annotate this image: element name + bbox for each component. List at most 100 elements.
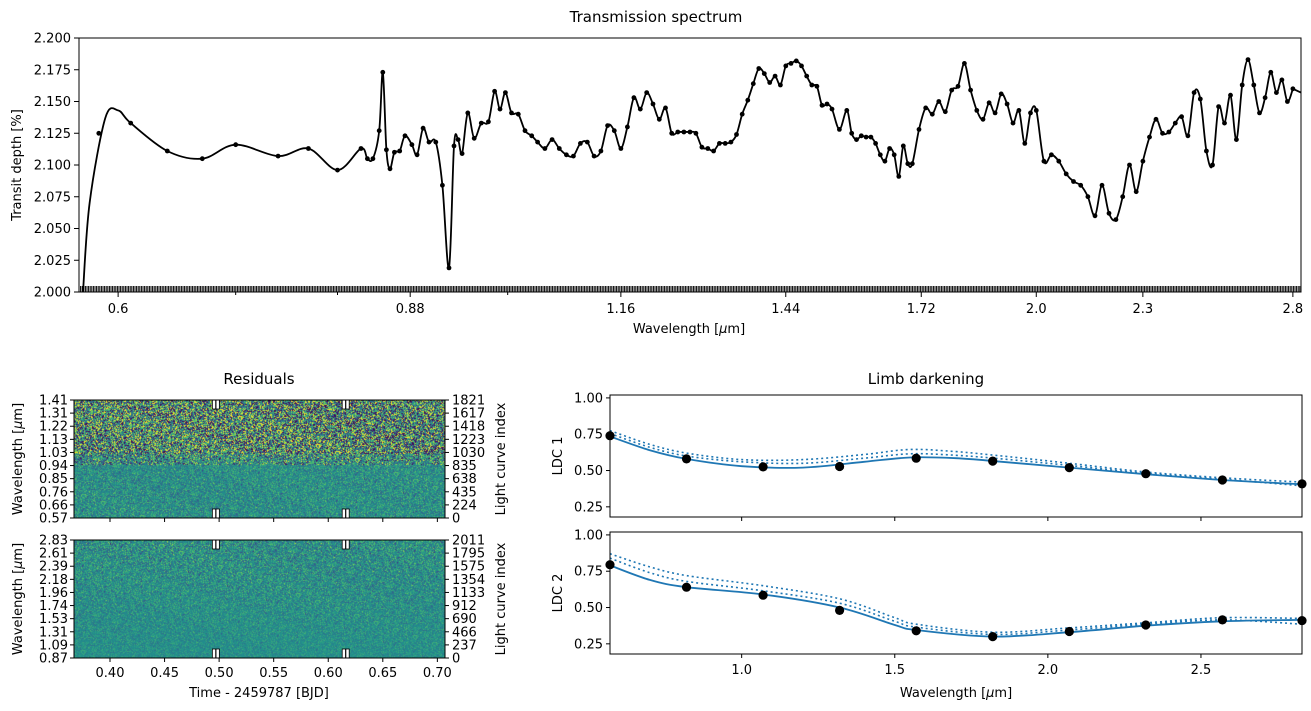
spectrum-point: [549, 137, 555, 143]
spectrum-point: [376, 128, 382, 134]
spectrum-point: [1216, 104, 1221, 109]
ldc-point: [758, 462, 768, 472]
spectrum-point: [1191, 90, 1197, 95]
spectrum-ytick-label: 2.125: [34, 127, 71, 142]
spectrum-point: [669, 130, 675, 136]
spectrum-ylabel: Transit depth [%]: [10, 109, 25, 222]
spectrum-point: [734, 132, 739, 137]
spectrum-point: [455, 137, 461, 143]
spectrum-point: [503, 90, 508, 95]
spectrum-point: [844, 108, 850, 113]
spectrum-point: [556, 146, 562, 151]
residuals-y2tick-label: 1030: [452, 446, 485, 461]
residuals-title: Residuals: [223, 370, 294, 388]
residuals-xtick-label: 0.45: [150, 666, 179, 681]
ldc-point: [1064, 463, 1074, 473]
ldc-xtick-label: 2.5: [1191, 663, 1212, 678]
spectrum-point: [1210, 162, 1215, 168]
ldc-point: [835, 605, 845, 616]
spectrum-point: [868, 134, 874, 140]
ldc-point: [1064, 626, 1074, 637]
spectrum-point: [693, 130, 699, 136]
residuals-y2tick-label: 0: [452, 512, 460, 527]
spectrum-point: [1239, 82, 1245, 88]
spectrum-point: [877, 152, 883, 158]
spectrum-point: [96, 130, 102, 136]
spectrum-point: [426, 139, 432, 145]
spectrum-point: [974, 108, 980, 113]
spectrum-point: [584, 139, 590, 145]
spectrum-point: [717, 141, 722, 146]
spectrum-point: [1028, 110, 1033, 116]
residuals-ytick-label: 2.18: [39, 573, 68, 588]
spectrum-point: [1056, 158, 1062, 164]
residuals-ytick-label: 1.96: [39, 586, 68, 601]
spectrum-point: [433, 139, 439, 145]
spectrum-point: [618, 146, 624, 151]
spectrum-point: [529, 133, 535, 139]
spectrum-point: [936, 99, 942, 104]
residuals-y2tick-label: 224: [452, 498, 477, 513]
spectrum-ytick-label: 2.050: [34, 222, 71, 237]
residuals-xtick-label: 0.55: [259, 666, 288, 681]
ldc-ytick-label: 1.00: [574, 391, 603, 406]
residuals-y2tick-label: 690: [452, 612, 477, 627]
residuals-y2tick-label: 835: [452, 459, 477, 474]
ldc-panel: Limb darkening 0.25 0.50 0.75 1.00 0.25 0.50…: [551, 370, 1307, 701]
spectrum-point: [591, 153, 597, 159]
residuals-y2tick-label: 2011: [452, 534, 485, 549]
spectrum-point: [578, 141, 583, 146]
spectrum-point: [459, 151, 465, 157]
spectrum-ytick-label: 2.200: [34, 32, 71, 47]
spectrum-point: [392, 149, 397, 155]
spectrum-line: [82, 58, 1302, 293]
ldc-point: [1141, 620, 1151, 630]
ldc-point: [1217, 475, 1227, 485]
spectrum-point: [1016, 108, 1022, 113]
spectrum-point: [625, 124, 630, 130]
spectrum-point: [509, 110, 514, 116]
spectrum-point: [358, 146, 364, 151]
residuals-xtick-label: 0.65: [368, 666, 397, 681]
ldc-xtick-label: 2.0: [1038, 663, 1059, 678]
ldc-upper-bound: [609, 553, 1303, 634]
spectrum-point: [905, 161, 911, 167]
spectrum-point: [955, 83, 961, 89]
spectrum-point: [535, 139, 540, 145]
spectrum-point: [1153, 116, 1159, 122]
residuals-ytick-label: 1.13: [39, 433, 68, 448]
spectrum-ytick-label: 2.025: [34, 254, 71, 269]
spectrum-point: [631, 95, 637, 101]
spectrum-point: [814, 83, 820, 89]
spectrum-point: [1113, 217, 1119, 223]
spectrum-point: [650, 101, 656, 107]
residuals-ytick-label: 0.57: [39, 512, 68, 527]
spectrum-point: [1290, 86, 1296, 92]
spectrum-point: [804, 73, 810, 79]
spectrum-point: [451, 143, 457, 149]
spectrum-xtick-label: 1.44: [771, 302, 800, 317]
spectrum-point: [681, 129, 687, 135]
residuals-xtick-label: 0.60: [314, 666, 343, 681]
ldc-xlabel: Wavelength [μm]: [900, 686, 1012, 701]
spectrum-point: [1120, 194, 1126, 200]
residuals-y2tick-label: 1133: [452, 586, 485, 601]
spectrum-point: [986, 100, 992, 106]
ldc-point: [911, 453, 921, 463]
ldc1-ylabel: LDC 1: [551, 437, 566, 476]
ldc-point: [1141, 469, 1151, 479]
residuals-ytick-label: 1.41: [39, 394, 68, 409]
ldc2-frame: [609, 531, 1303, 655]
spectrum-point: [1166, 129, 1172, 135]
ldc-point: [911, 626, 921, 636]
spectrum-point: [1022, 141, 1028, 146]
spectrum-point: [1274, 90, 1279, 95]
residuals-top-frame: [73, 399, 446, 519]
spectrum-point: [1106, 210, 1112, 216]
spectrum-point: [306, 146, 311, 151]
spectrum-point: [663, 105, 668, 111]
spectrum-point: [923, 105, 929, 111]
residuals-ytick-label: 0.94: [39, 459, 68, 474]
ldc-ytick-label: 0.50: [574, 601, 603, 616]
spectrum-point: [1185, 133, 1191, 139]
